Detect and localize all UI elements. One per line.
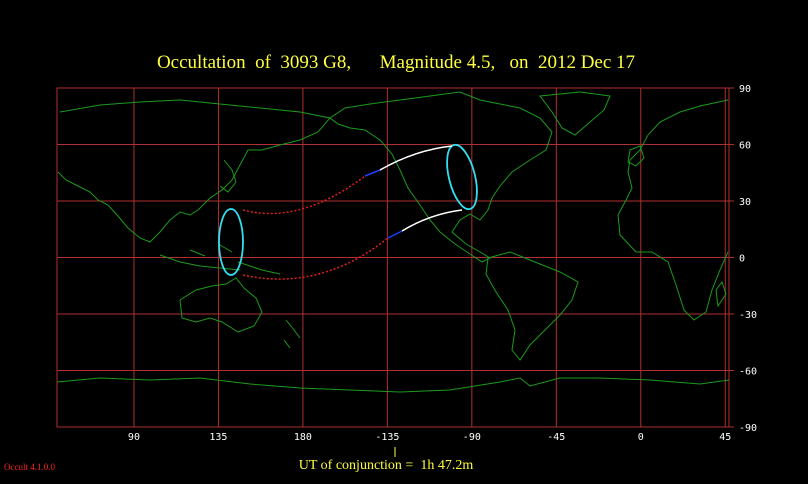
coast-newzealand (283, 319, 301, 349)
coast-australia (179, 277, 263, 333)
x-tick-label: 0 (638, 432, 644, 443)
x-tick-label: 90 (128, 432, 140, 443)
coast-japan (219, 159, 237, 193)
x-tick-label: 180 (294, 432, 312, 443)
coast-indonesia (159, 244, 281, 275)
y-tick-label: -90 (739, 423, 757, 434)
coast-north-america (329, 91, 553, 263)
y-tick-label: 30 (739, 197, 751, 208)
coast-south-america (485, 251, 579, 361)
coast-europe-africa (617, 99, 729, 321)
version-label: Occult 4.1.0.0 (4, 462, 55, 472)
graticule: 90 135 180 -135 -90 -45 0 45 90 60 30 0 -30 -60 -90 (56, 84, 757, 443)
y-tick-label: -60 (739, 367, 757, 378)
y-tick-label: 0 (739, 254, 745, 265)
title: Occultation of 3093 G8, Magnitude 4.5, o… (157, 52, 635, 73)
path-limit-north (379, 145, 453, 171)
x-tick-label: -135 (375, 432, 399, 443)
path-limit-south-below-horizon (242, 237, 389, 280)
conjunction-time: UT of conjunction = 1h 47.2m (299, 458, 474, 473)
x-tick-label: 135 (209, 432, 227, 443)
x-tick-label: 45 (719, 432, 731, 443)
coastlines (56, 91, 730, 393)
coast-madagascar (715, 280, 727, 308)
path-limit-north-twilight (364, 169, 381, 177)
y-tick-label: -30 (739, 310, 757, 321)
path-limit-south-twilight (387, 230, 403, 239)
x-tick-label: -90 (463, 432, 481, 443)
coast-greenland (539, 91, 611, 136)
y-tick-label: 90 (739, 84, 751, 95)
path-limit-south (401, 209, 463, 232)
path-limit-north-below-horizon (242, 175, 366, 215)
y-tick-label: 60 (739, 141, 751, 152)
shadow-ellipse (446, 143, 478, 211)
coast-britain (627, 145, 645, 167)
occultation-paths (218, 143, 478, 280)
coast-antarctica (56, 377, 730, 393)
shadow-ellipse (218, 208, 244, 276)
x-tick-label: -45 (547, 432, 565, 443)
coast-asia (57, 99, 331, 243)
